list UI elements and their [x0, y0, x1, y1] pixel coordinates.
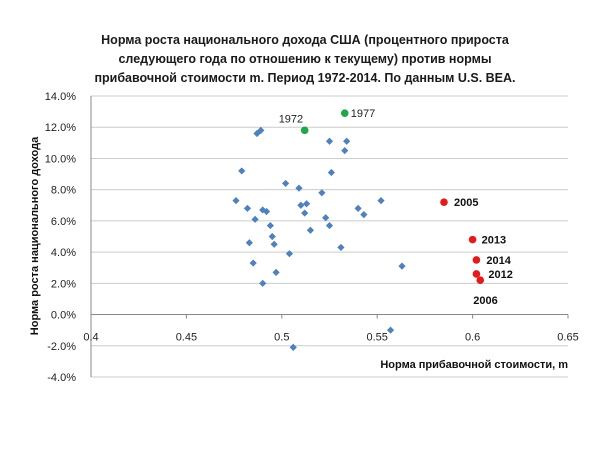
chart-title-line-2: следующего года по отношению к текущему)… [118, 52, 491, 66]
y-tick-label: 0.0% [51, 310, 76, 322]
data-point [386, 326, 395, 334]
data-point [243, 204, 252, 212]
data-point [253, 129, 261, 138]
x-tick-labels: 0.4 0.45 0.5 0.55 0.6 0.65 [83, 332, 578, 344]
data-point [259, 206, 267, 214]
point-label-1972: 1972 [279, 113, 303, 125]
data-point [245, 239, 253, 247]
y-tick-labels: -4.0% -2.0% 0.0% 2.0% 4.0% 6.0% 8.0% 10.0% 12.0%… [45, 91, 76, 384]
chart-title-line-3: прибавочной стоимости m. Период 1972-201… [94, 71, 515, 85]
highlighted-point-2014 [472, 256, 481, 264]
y-tick-label: 6.0% [51, 216, 76, 228]
y-tick-label: 8.0% [51, 185, 76, 197]
point-label-2005: 2005 [454, 197, 478, 209]
point-label-1977: 1977 [351, 108, 375, 120]
axes [90, 96, 569, 377]
x-tick-label: 0.6 [465, 332, 480, 344]
y-tick-label: -2.0% [47, 341, 76, 353]
data-point [337, 243, 345, 252]
highlighted-point-2012 [472, 270, 481, 278]
data-point [295, 184, 303, 192]
y-tick-label: 10.0% [45, 153, 76, 165]
point-label-2014: 2014 [486, 255, 511, 267]
data-point [322, 214, 330, 222]
data-point [377, 196, 385, 205]
data-point [398, 262, 406, 270]
data-point [303, 200, 311, 208]
point-label-2006: 2006 [473, 295, 497, 307]
x-tick-label: 0.4 [83, 332, 98, 344]
point-annotations: 1972 1977 2005 2013 2014 2012 2006 [279, 108, 513, 307]
data-point [257, 126, 265, 134]
x-tick-label: 0.5 [274, 332, 289, 344]
data-point [238, 167, 246, 175]
data-point [268, 232, 276, 241]
data-point [306, 226, 315, 234]
y-tick-label: 4.0% [51, 247, 76, 259]
point-label-2013: 2013 [482, 235, 506, 247]
data-point [341, 147, 349, 155]
y-tick-label: 2.0% [51, 278, 76, 290]
x-tick-label: 0.45 [176, 332, 197, 344]
highlighted-point-2006 [476, 276, 485, 285]
y-tick-label: -4.0% [47, 372, 76, 384]
data-point [266, 221, 274, 230]
point-label-2012: 2012 [488, 269, 512, 281]
data-point [289, 343, 297, 351]
x-axis-title: Норма прибавочной стоимости, m [380, 359, 568, 371]
highlighted-points [300, 109, 485, 285]
data-point [327, 168, 336, 177]
data-point [251, 215, 259, 223]
data-point [343, 137, 351, 145]
x-tick-label: 0.55 [366, 332, 387, 344]
y-axis-title: Норма роста национального дохода [29, 136, 41, 335]
data-point [325, 137, 334, 145]
data-point [325, 221, 334, 230]
data-point [262, 207, 271, 216]
chart-title: Норма роста национального дохода США (пр… [94, 33, 515, 85]
grid-lines [91, 95, 568, 378]
data-point [272, 268, 280, 277]
data-point [259, 279, 267, 287]
data-point [249, 259, 257, 267]
data-point [301, 209, 309, 217]
y-tick-label: 14.0% [45, 91, 76, 103]
data-point [270, 240, 278, 248]
data-point [318, 189, 326, 197]
highlighted-point-2005 [440, 198, 448, 206]
x-tick-label: 0.65 [557, 332, 578, 344]
data-point [297, 201, 305, 209]
data-point [354, 204, 362, 212]
data-points [232, 126, 406, 351]
chart-title-line-1: Норма роста национального дохода США (пр… [101, 33, 510, 47]
y-tick-label: 12.0% [45, 122, 76, 134]
data-point [282, 179, 290, 188]
highlighted-point-1972 [300, 126, 309, 135]
highlighted-point-2013 [468, 235, 477, 244]
data-point [232, 196, 240, 205]
data-point [360, 211, 368, 219]
data-point [285, 250, 294, 258]
highlighted-point-1977 [340, 109, 349, 117]
